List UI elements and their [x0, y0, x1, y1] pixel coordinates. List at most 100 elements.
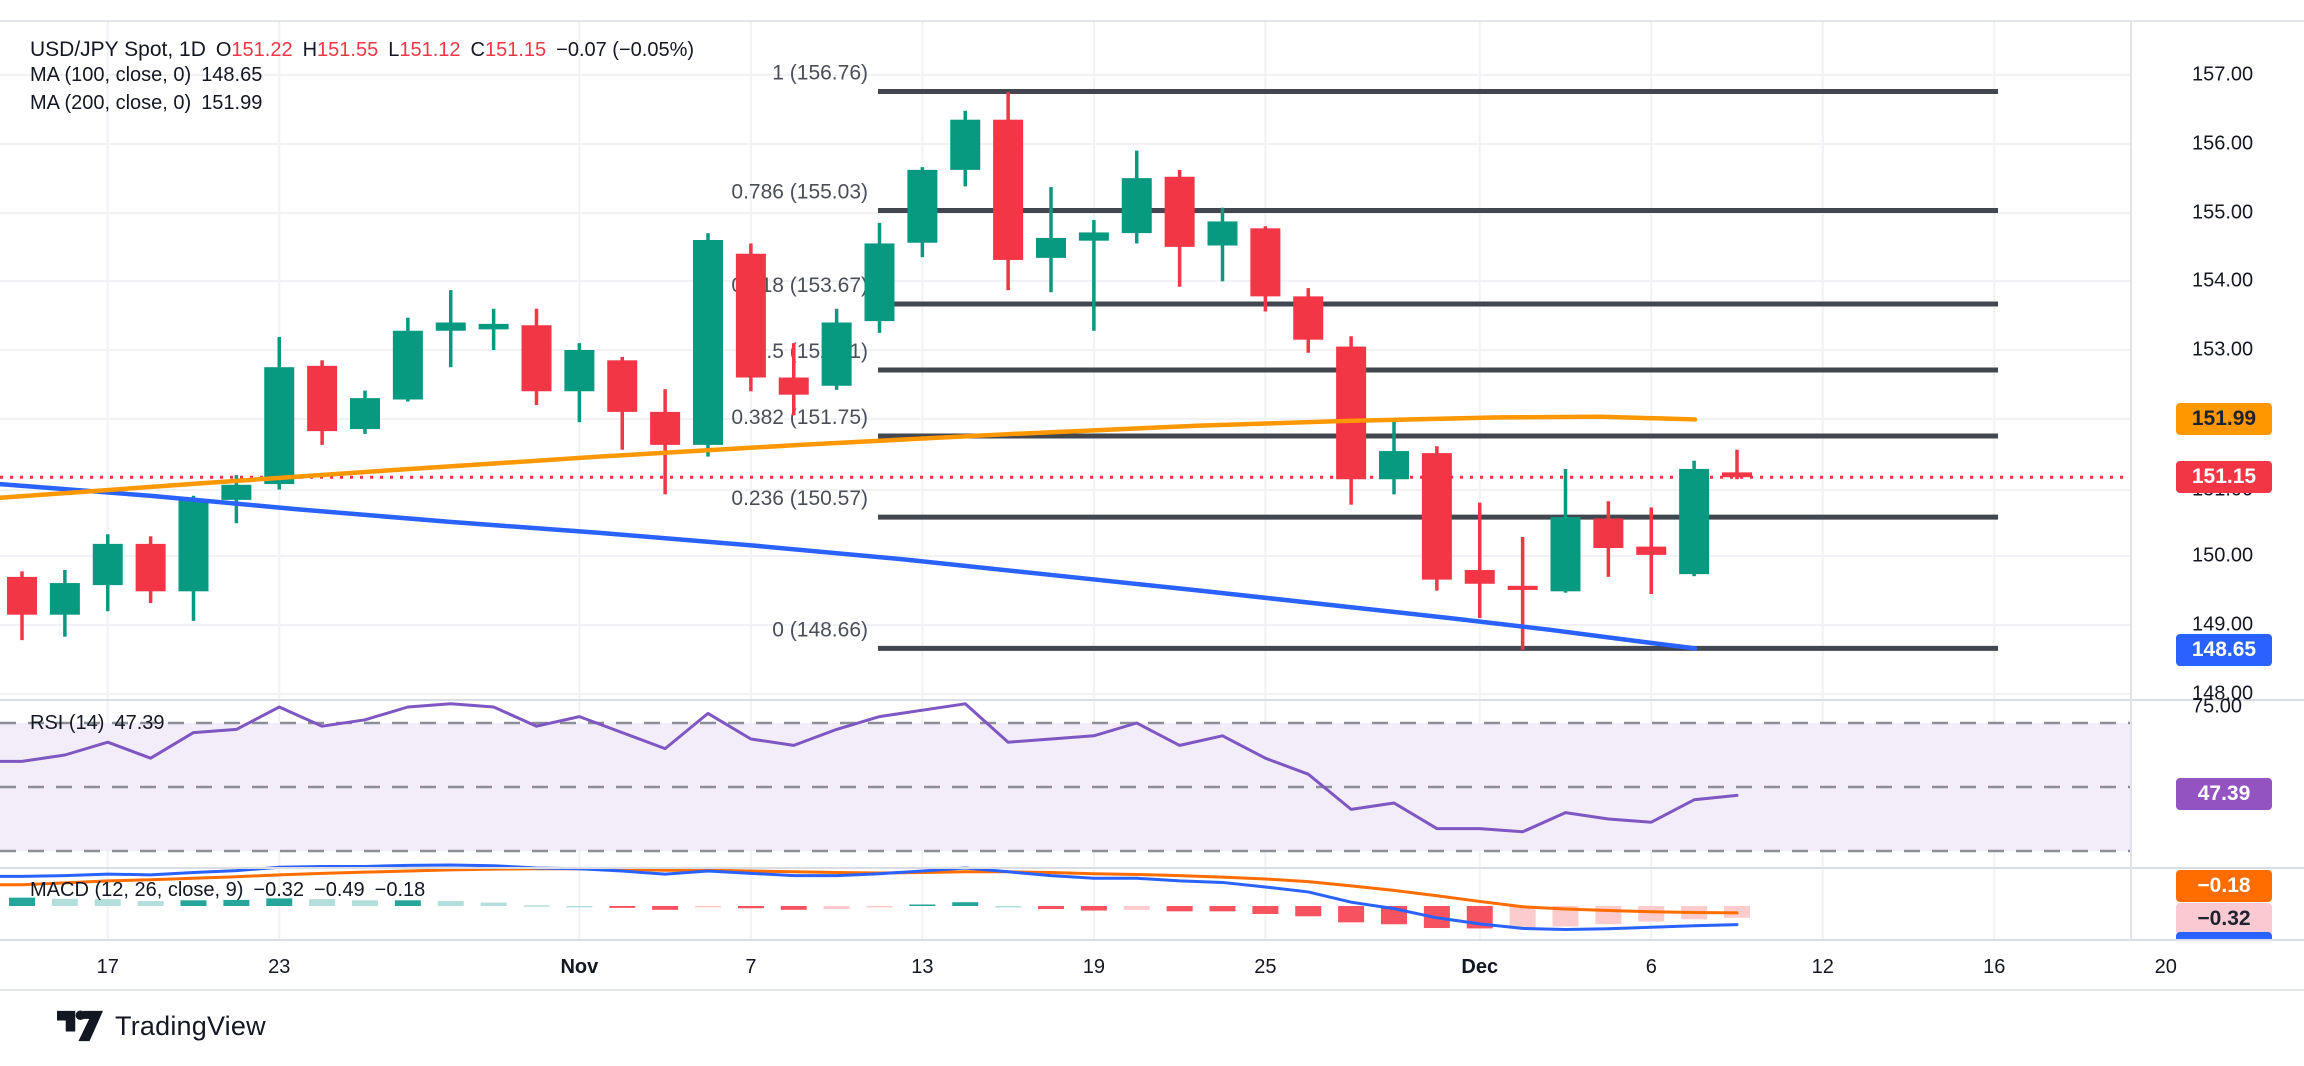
symbol-legend[interactable]: USD/JPY Spot, 1D O151.22 H151.55 L151.12…: [30, 36, 694, 64]
symbol-title: USD/JPY Spot, 1D: [30, 38, 206, 61]
macd-histogram-bar: [437, 901, 464, 906]
ma100-label: MA (100, close, 0): [30, 63, 192, 86]
macd-hist-value: −0.32: [253, 878, 305, 901]
close-value: 151.15: [484, 38, 547, 61]
macd-line-value: −0.49: [314, 878, 365, 901]
macd-histogram-bar: [609, 906, 636, 908]
macd-histogram-bar: [823, 906, 850, 910]
change-value: −0.07 (−0.05%): [556, 38, 695, 61]
macd-histogram-bar: [9, 897, 35, 906]
candle-body: [1207, 221, 1238, 246]
ma100-price-label: 148.65: [2176, 634, 2272, 666]
candle-body: [1293, 296, 1324, 340]
macd-histogram-bar: [1123, 906, 1150, 910]
candle-body: [49, 583, 80, 615]
price-axis-tick: 153.00: [2192, 338, 2254, 361]
macd-histogram-bar: [137, 901, 164, 906]
open-label: O: [215, 38, 232, 61]
time-axis-label: 16: [1983, 956, 2006, 978]
candle-body: [7, 576, 37, 615]
candle-body: [1464, 570, 1495, 584]
macd-histogram-bar: [737, 906, 764, 909]
macd-histogram-bar: [352, 900, 378, 906]
candle-body: [778, 377, 809, 395]
macd-histogram-bar: [909, 904, 936, 906]
macd-histogram-bar: [1595, 906, 1622, 925]
candle-body: [478, 323, 509, 330]
close-label: C: [470, 38, 485, 61]
candle-body: [392, 330, 423, 400]
ma200-legend[interactable]: MA (200, close, 0) 151.99: [30, 90, 262, 116]
candle-body: [521, 325, 552, 392]
price-axis-tick: 149.00: [2192, 613, 2254, 636]
time-axis-label: 20: [2154, 956, 2177, 978]
macd-histogram-bar: [1252, 906, 1279, 914]
high-value: 151.55: [317, 38, 379, 61]
macd-histogram-bar: [1209, 906, 1236, 912]
macd-histogram-bar: [394, 900, 421, 906]
candle-body: [693, 240, 723, 445]
rsi-axis-tick: 75.00: [2192, 695, 2243, 718]
time-axis[interactable]: [0, 941, 2304, 990]
candle-body: [307, 365, 338, 432]
macd-histogram-bar: [995, 906, 1022, 908]
macd-histogram-bar: [94, 899, 121, 906]
candle-body: [1550, 517, 1581, 592]
time-axis-label: 12: [1811, 956, 1834, 978]
price-axis-tick: 150.00: [2192, 544, 2254, 567]
time-axis-label: 13: [911, 956, 934, 978]
price-axis-tick: 154.00: [2192, 269, 2254, 292]
time-axis-label: 17: [96, 956, 119, 978]
candle-body: [1036, 237, 1066, 258]
candle-wick: [1520, 537, 1525, 650]
candle-body: [821, 322, 852, 386]
candle-body: [1722, 472, 1752, 478]
ma200-value: 151.99: [201, 91, 263, 114]
low-label: L: [388, 38, 400, 61]
candle-body: [350, 398, 380, 430]
fib-level-label: 0 (148.66): [772, 618, 868, 641]
candle-body: [1250, 228, 1281, 297]
fib-level-label: 1 (156.76): [772, 62, 868, 85]
macd-histogram-bar: [1638, 906, 1665, 922]
candle-body: [950, 119, 981, 170]
macd-line-label-clipped: [2176, 932, 2272, 939]
macd-histogram-bar: [866, 906, 893, 908]
tradingview-logo[interactable]: TradingView: [57, 1006, 266, 1046]
time-axis-label: Dec: [1461, 956, 1499, 978]
tradingview-logo-text: TradingView: [115, 1010, 266, 1041]
candle-body: [1078, 232, 1109, 241]
fib-level-label: 0.382 (151.75): [731, 406, 868, 429]
time-axis-label: Nov: [560, 956, 599, 978]
macd-histogram-bar: [180, 900, 207, 906]
candle-body: [1121, 178, 1152, 234]
time-axis-label: 6: [1645, 956, 1657, 978]
macd-legend[interactable]: MACD (12, 26, close, 9) −0.32 −0.49 −0.1…: [30, 877, 425, 903]
candle-body: [1379, 451, 1409, 480]
candle-body: [221, 484, 252, 500]
candle-body: [1421, 453, 1452, 580]
rsi-value-label: 47.39: [2176, 778, 2272, 810]
candle-body: [135, 543, 166, 592]
price-axis-tick: 155.00: [2192, 201, 2254, 224]
macd-histogram-bar: [652, 906, 679, 910]
macd-histogram-bar: [695, 906, 721, 908]
price-axis-tick: 148.00: [2192, 682, 2254, 705]
price-axis-tick: 157.00: [2192, 63, 2254, 86]
macd-hist-label: −0.32: [2176, 903, 2272, 935]
time-axis-label: 25: [1254, 956, 1277, 978]
rsi-label: RSI (14): [30, 711, 105, 734]
rsi-line: [0, 702, 1739, 834]
open-value: 151.22: [231, 38, 293, 61]
candle-body: [264, 367, 295, 485]
ma100-legend[interactable]: MA (100, close, 0) 148.65: [30, 62, 262, 88]
last-price-label: 151.15: [2176, 461, 2272, 493]
rsi-legend[interactable]: RSI (14) 47.39: [30, 710, 165, 736]
candle-body: [735, 253, 766, 378]
macd-histogram-bar: [566, 906, 593, 908]
candle-body: [1636, 546, 1667, 555]
fib-level-label: 0.786 (155.03): [731, 180, 868, 203]
ma100-line: [0, 481, 1698, 651]
